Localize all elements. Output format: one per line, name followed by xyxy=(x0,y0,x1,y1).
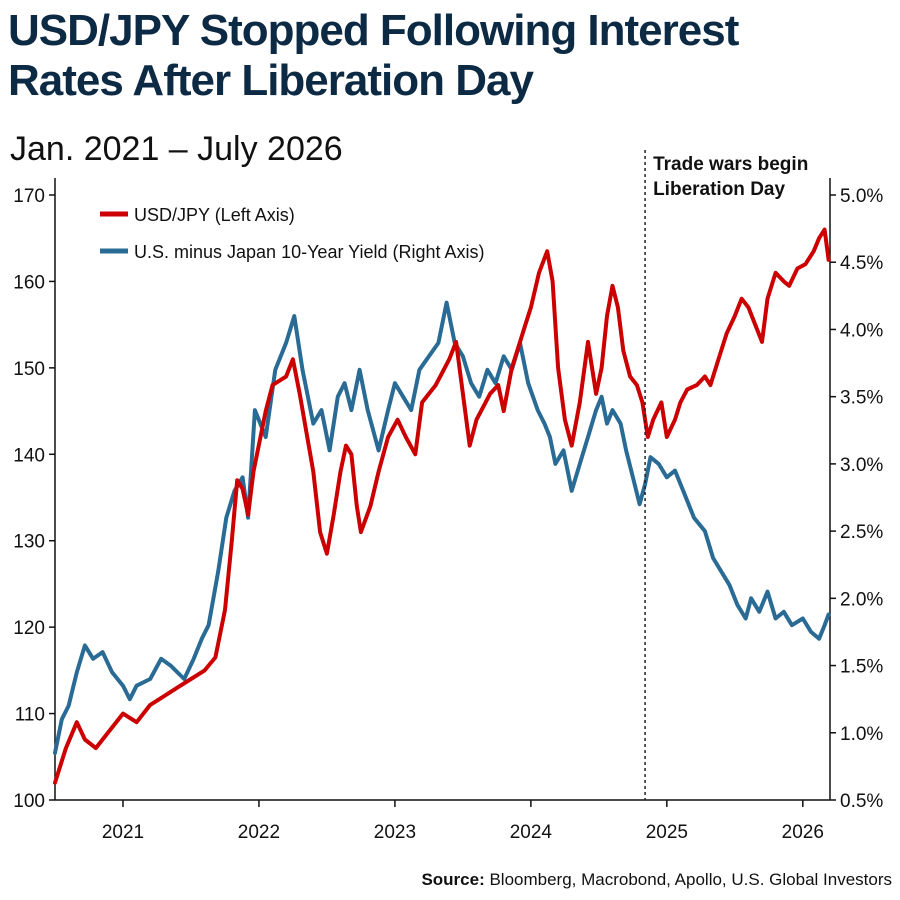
right-tick-label: 4.5% xyxy=(840,253,883,274)
yield-spread-series-line xyxy=(53,300,831,755)
x-tick-label: 2024 xyxy=(510,822,553,843)
left-tick-label: 110 xyxy=(15,705,45,726)
left-tick-label: 100 xyxy=(13,791,45,812)
right-tick-label: 2.5% xyxy=(840,522,883,543)
chart-subtitle: Jan. 2021 – July 2026 xyxy=(10,130,343,168)
annotation-line-1: Trade wars begin xyxy=(653,154,808,175)
x-tick-label: 2026 xyxy=(782,822,824,843)
legend: USD/JPY (Left Axis) U.S. minus Japan 10-Y… xyxy=(100,205,485,262)
right-tick-label: 4.0% xyxy=(840,320,883,341)
right-tick-label: 2.0% xyxy=(840,589,883,610)
title-line-2: Rates After Liberation Day xyxy=(8,56,534,105)
title-line-1: USD/JPY Stopped Following Interest xyxy=(8,6,739,55)
legend-entry: USD/JPY (Left Axis) xyxy=(134,205,295,225)
right-tick-label: 5.0% xyxy=(840,186,883,207)
source-note: Source: Bloomberg, Macrobond, Apollo, U.… xyxy=(421,870,892,890)
left-tick-label: 130 xyxy=(13,532,45,553)
usdjpy-series-line xyxy=(53,227,831,785)
right-tick-label: 0.5% xyxy=(840,791,883,812)
left-tick-label: 140 xyxy=(13,445,45,466)
right-tick-label: 3.5% xyxy=(840,388,883,409)
x-tick-label: 2023 xyxy=(374,822,416,843)
right-tick-label: 1.0% xyxy=(840,724,883,745)
plot-group xyxy=(53,227,831,785)
left-tick-label: 160 xyxy=(13,272,45,293)
source-label: Source: xyxy=(421,870,485,889)
x-tick-label: 2021 xyxy=(102,822,144,843)
chart-title: USD/JPY Stopped Following Interest Rates… xyxy=(8,6,888,106)
x-tick-label: 2025 xyxy=(646,822,688,843)
left-tick-label: 150 xyxy=(13,359,45,380)
legend-entry: U.S. minus Japan 10-Year Yield (Right Ax… xyxy=(134,242,485,262)
source-text: Bloomberg, Macrobond, Apollo, U.S. Globa… xyxy=(484,870,892,889)
right-tick-label: 1.5% xyxy=(840,657,883,678)
left-tick-label: 120 xyxy=(13,618,45,639)
annotation-group: Trade wars begin Liberation Day xyxy=(644,150,808,800)
annotation-line-2: Liberation Day xyxy=(653,179,785,200)
right-tick-label: 3.0% xyxy=(840,455,883,476)
axes-group: 100 110 120 130 140 150 160 170 0.5% 1.0% 1.5% 2.0%… xyxy=(13,178,883,843)
x-tick-label: 2022 xyxy=(238,822,280,843)
left-tick-label: 170 xyxy=(13,186,45,207)
